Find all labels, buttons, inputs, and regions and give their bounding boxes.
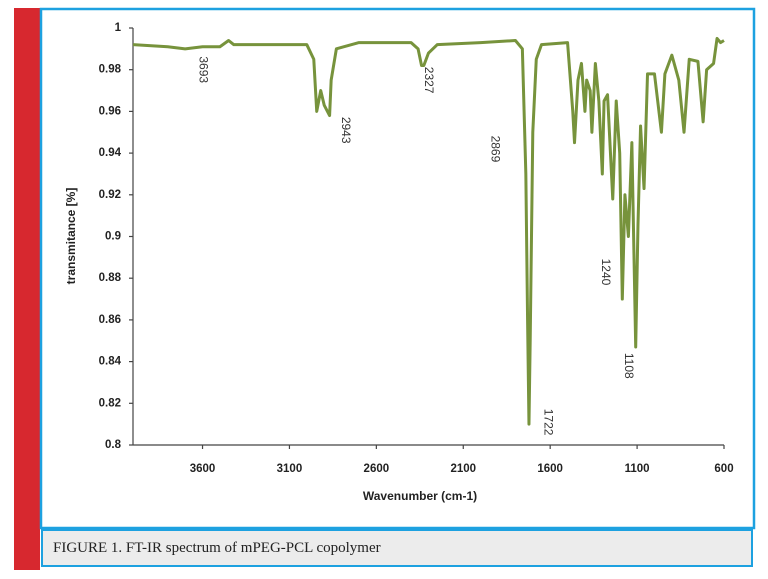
y-tick-label: 0.8 bbox=[105, 439, 122, 451]
y-tick-label: 0.92 bbox=[99, 189, 121, 201]
y-tick-label: 0.98 bbox=[99, 64, 122, 76]
caption: FIGURE 1. FT-IR spectrum of mPEG-PCL cop… bbox=[41, 529, 753, 567]
peak-annotation: 2869 bbox=[489, 136, 503, 163]
x-tick-label: 1600 bbox=[537, 463, 563, 475]
peak-annotation: 1240 bbox=[599, 259, 613, 286]
y-tick-label: 0.9 bbox=[105, 231, 121, 243]
peak-annotation: 2943 bbox=[339, 117, 353, 144]
side-bar bbox=[14, 8, 40, 570]
y-axis-label: transmitance [%] bbox=[64, 188, 78, 285]
y-tick-label: 0.86 bbox=[99, 314, 121, 326]
x-axis-label: Wavenumber (cm-1) bbox=[363, 489, 477, 503]
x-tick-label: 3100 bbox=[277, 463, 303, 475]
peak-annotation: 2327 bbox=[422, 67, 436, 94]
x-tick-label: 1100 bbox=[625, 463, 650, 475]
y-tick-label: 0.88 bbox=[99, 272, 122, 284]
x-tick-label: 2100 bbox=[450, 463, 476, 475]
y-tick-label: 1 bbox=[115, 22, 122, 34]
y-tick-label: 0.94 bbox=[99, 147, 122, 159]
spectrum-line bbox=[132, 36, 725, 426]
x-tick-label: 3600 bbox=[190, 463, 216, 475]
peak-annotation: 1722 bbox=[542, 409, 556, 436]
y-tick-label: 0.84 bbox=[99, 356, 122, 368]
peak-annotation: 1108 bbox=[622, 353, 636, 379]
y-tick-label: 0.96 bbox=[99, 105, 121, 117]
x-tick-label: 600 bbox=[714, 463, 733, 475]
x-tick-label: 2600 bbox=[364, 463, 390, 475]
y-tick-label: 0.82 bbox=[99, 397, 121, 409]
peak-annotation: 3693 bbox=[196, 56, 210, 83]
